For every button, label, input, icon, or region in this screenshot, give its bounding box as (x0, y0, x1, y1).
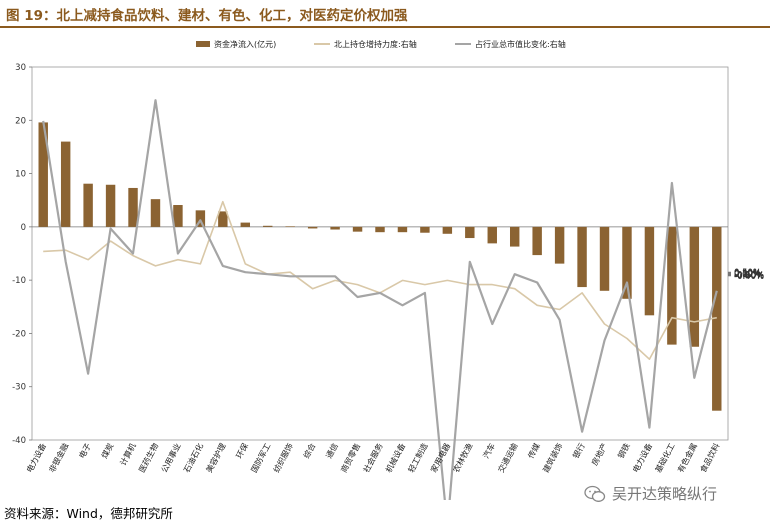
category-label-22: 传媒 (526, 441, 542, 460)
bar-19 (465, 227, 474, 238)
bar-16 (398, 227, 407, 232)
title-rule (0, 26, 770, 28)
bar-17 (420, 227, 429, 233)
y-tick-label-2: 10 (15, 170, 26, 180)
y-tick-label-6: -30 (12, 383, 26, 393)
bar-29 (690, 227, 699, 347)
category-label-25: 房地产 (589, 441, 609, 467)
bar-14 (353, 227, 362, 232)
bar-20 (488, 227, 497, 244)
y-tick-label-3: 0 (21, 223, 26, 233)
y2-tick-label-9: -0.40% (734, 272, 764, 282)
category-label-5: 医药生物 (136, 441, 160, 474)
y-tick-label-4: -10 (12, 276, 26, 286)
y-tick-label-7: -40 (12, 436, 26, 446)
watermark: 吴开达策略纵行 (584, 483, 717, 504)
category-label-3: 煤炭 (99, 441, 115, 460)
category-label-17: 轻工制造 (406, 441, 430, 474)
bar-3 (106, 185, 115, 227)
bar-25 (600, 227, 609, 291)
category-label-1: 非银金融 (47, 441, 71, 474)
legend: 资金净流入(亿元) 北上持仓增持力度:右轴 占行业总市值比变化:右轴 (196, 39, 566, 49)
category-label-16: 机械设备 (383, 441, 407, 474)
category-label-6: 公用事业 (159, 441, 183, 474)
line-series-increase-intensity (43, 202, 717, 360)
bar-11 (285, 226, 294, 227)
bar-12 (308, 227, 317, 229)
bar-18 (443, 227, 452, 234)
watermark-text: 吴开达策略纵行 (612, 483, 717, 504)
legend-label-bar: 资金净流入(亿元) (214, 39, 276, 49)
bar-2 (83, 184, 92, 227)
bar-1 (61, 142, 70, 227)
category-label-11: 纺织服饰 (271, 441, 295, 474)
source-note: 资料来源：Wind，德邦研究所 (4, 503, 173, 522)
figure-title: 图 19：北上减持食品饮料、建材、有色、化工，对医药定价权加强 (6, 4, 408, 24)
category-label-0: 电力设备 (24, 441, 48, 474)
bar-13 (330, 227, 339, 230)
bar-9 (241, 223, 250, 227)
y-tick-label-1: 20 (15, 116, 26, 126)
category-label-23: 建筑装饰 (541, 441, 565, 474)
bar-21 (510, 227, 519, 247)
category-label-7: 石油石化 (181, 441, 205, 474)
category-label-2: 电子 (77, 441, 93, 460)
category-label-15: 社会服务 (361, 441, 385, 474)
bar-10 (263, 226, 272, 227)
category-label-30: 食品饮料 (698, 441, 722, 474)
category-label-27: 电力设备 (630, 441, 654, 474)
category-label-21: 交通运输 (496, 441, 520, 474)
category-label-24: 银行 (570, 441, 586, 460)
bar-27 (645, 227, 654, 315)
bar-23 (555, 227, 564, 264)
bar-5 (151, 199, 160, 227)
bar-15 (375, 227, 384, 232)
category-label-20: 汽车 (481, 441, 497, 460)
bar-4 (128, 188, 137, 227)
category-label-29: 有色金属 (675, 441, 699, 474)
chart: 资金净流入(亿元) 北上持仓增持力度:右轴 占行业总市值比变化:右轴 30 20 1… (0, 30, 776, 500)
category-label-10: 国防军工 (249, 441, 273, 474)
legend-label-line2: 占行业总市值比变化:右轴 (475, 39, 566, 49)
category-label-26: 钢铁 (615, 441, 631, 460)
category-label-28: 基础化工 (653, 441, 677, 474)
category-label-14: 商贸零售 (338, 441, 362, 474)
y-tick-label-0: 30 (15, 63, 26, 73)
category-label-4: 计算机 (118, 441, 138, 467)
category-label-13: 通信 (324, 441, 340, 460)
bar-8 (218, 211, 227, 226)
category-label-12: 综合 (301, 441, 317, 460)
bar-22 (532, 227, 541, 255)
category-label-8: 美容护理 (204, 441, 228, 474)
category-label-9: 环保 (234, 441, 250, 460)
legend-label-line1: 北上持仓增持力度:右轴 (334, 39, 417, 49)
wechat-icon (584, 485, 606, 503)
legend-swatch-bar (196, 41, 210, 47)
y-tick-label-5: -20 (12, 329, 26, 339)
bar-28 (667, 227, 676, 345)
bar-24 (577, 227, 586, 287)
